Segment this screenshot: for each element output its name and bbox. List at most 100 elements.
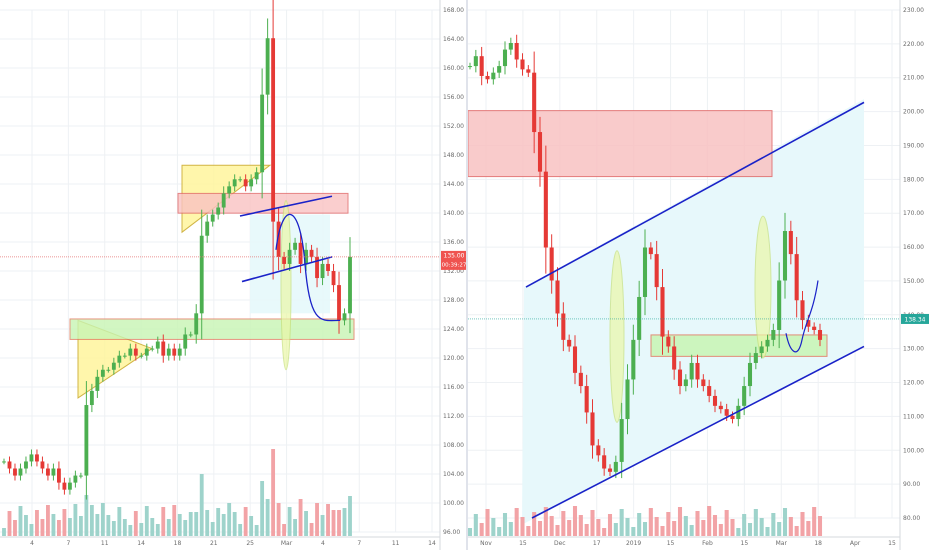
candle-body[interactable] [320, 263, 325, 279]
candle-body[interactable] [150, 348, 155, 350]
candle-body[interactable] [701, 379, 706, 387]
candle-body[interactable] [648, 247, 653, 255]
candle-body[interactable] [549, 247, 554, 281]
candle-body[interactable] [111, 362, 116, 370]
candle-body[interactable] [712, 395, 718, 406]
candle-body[interactable] [666, 336, 671, 347]
candle-body[interactable] [707, 386, 712, 396]
candle-body[interactable] [590, 412, 595, 446]
candle-body[interactable] [777, 280, 782, 330]
left-candlestick-chart[interactable]: 168.00 164.00 160.00 156.00 152.00 148.00 144.… [0, 0, 468, 550]
candle-body[interactable] [249, 179, 254, 187]
candle-body[interactable] [7, 461, 12, 469]
candle-body[interactable] [67, 482, 72, 490]
candle-body[interactable] [106, 369, 111, 371]
candle-body[interactable] [2, 461, 6, 463]
candle-body[interactable] [24, 461, 28, 469]
candle-body[interactable] [232, 179, 237, 187]
candle-body[interactable] [342, 313, 347, 321]
candle-body[interactable] [502, 49, 508, 67]
candle-body[interactable] [537, 132, 543, 172]
candle-body[interactable] [227, 186, 232, 194]
candle-body[interactable] [806, 320, 811, 327]
candle-body[interactable] [543, 171, 548, 248]
candle-body[interactable] [276, 221, 281, 257]
candle-body[interactable] [133, 348, 138, 356]
candle-body[interactable] [642, 247, 648, 297]
candle-body[interactable] [40, 461, 45, 469]
candle-body[interactable] [84, 405, 89, 476]
candle-body[interactable] [29, 454, 34, 462]
candle-body[interactable] [660, 287, 665, 337]
candle-body[interactable] [122, 355, 127, 357]
candle-body[interactable] [35, 454, 39, 462]
candle-body[interactable] [128, 348, 133, 356]
candle-body[interactable] [95, 376, 100, 391]
candle-body[interactable] [315, 256, 319, 279]
candle-body[interactable] [572, 346, 578, 373]
candle-body[interactable] [765, 339, 770, 347]
candle-body[interactable] [619, 419, 624, 462]
candle-body[interactable] [144, 348, 149, 356]
candle-body[interactable] [520, 59, 525, 70]
candle-body[interactable] [508, 42, 513, 50]
candle-body[interactable] [736, 405, 741, 420]
candle-body[interactable] [205, 221, 210, 236]
candle-body[interactable] [287, 249, 292, 264]
candle-body[interactable] [637, 296, 642, 340]
candle-body[interactable] [155, 341, 160, 349]
candle-body[interactable] [753, 353, 758, 363]
candle-body[interactable] [567, 339, 572, 347]
candle-body[interactable] [602, 455, 607, 469]
candle-body[interactable] [514, 42, 519, 60]
candle-body[interactable] [817, 329, 823, 340]
candle-body[interactable] [491, 72, 496, 80]
candle-body[interactable] [672, 346, 677, 370]
candle-body[interactable] [282, 256, 287, 264]
candle-body[interactable] [532, 72, 537, 133]
candle-body[interactable] [18, 468, 23, 476]
candle-body[interactable] [788, 231, 793, 255]
candle-body[interactable] [78, 475, 83, 477]
candle-body[interactable] [473, 56, 478, 67]
candle-body[interactable] [613, 461, 618, 472]
candle-body[interactable] [718, 405, 723, 410]
candle-body[interactable] [199, 235, 204, 314]
candle-body[interactable] [759, 346, 764, 354]
candle-body[interactable] [742, 386, 747, 406]
candle-body[interactable] [578, 372, 583, 387]
candle-body[interactable] [337, 285, 341, 321]
candle-body[interactable] [46, 468, 50, 476]
candle-body[interactable] [188, 334, 193, 336]
candle-body[interactable] [497, 66, 502, 73]
candle-body[interactable] [631, 339, 636, 380]
candle-body[interactable] [238, 179, 243, 181]
candle-body[interactable] [73, 475, 78, 483]
candle-body[interactable] [468, 66, 473, 68]
candle-body[interactable] [117, 355, 122, 363]
candle-body[interactable] [260, 94, 265, 173]
candle-body[interactable] [331, 271, 336, 286]
candle-body[interactable] [271, 38, 276, 222]
candle-body[interactable] [794, 254, 799, 301]
panel-divider[interactable] [466, 0, 468, 550]
candle-body[interactable] [782, 231, 788, 281]
candle-body[interactable] [326, 263, 330, 271]
candle-body[interactable] [730, 415, 735, 420]
candle-body[interactable] [771, 329, 776, 340]
candle-body[interactable] [183, 334, 188, 349]
candle-body[interactable] [210, 214, 215, 222]
candle-body[interactable] [800, 300, 805, 321]
candle-body[interactable] [561, 313, 566, 340]
candle-body[interactable] [689, 362, 694, 380]
candle-body[interactable] [89, 390, 94, 406]
candle-body[interactable] [254, 172, 259, 180]
candle-body[interactable] [216, 207, 221, 215]
candle-body[interactable] [100, 369, 105, 377]
candle-body[interactable] [695, 362, 700, 380]
right-candlestick-chart[interactable]: 230.00 220.00 210.00 200.00 190.00 180.00 170.… [468, 0, 932, 550]
candle-body[interactable] [62, 482, 67, 490]
candle-body[interactable] [724, 409, 729, 416]
candle-body[interactable] [243, 179, 248, 187]
candle-body[interactable] [485, 75, 490, 80]
